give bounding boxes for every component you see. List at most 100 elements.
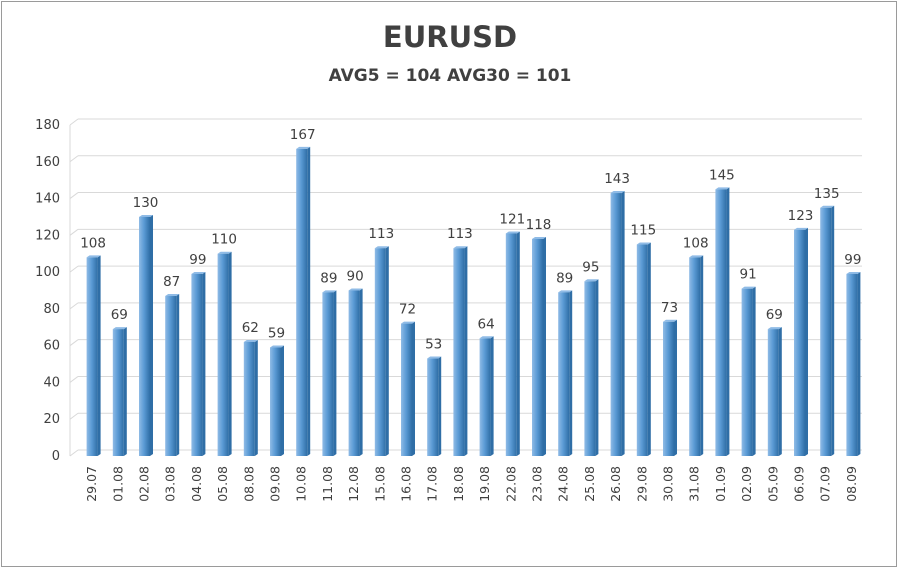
bar-side xyxy=(150,214,153,456)
bar-side xyxy=(543,237,546,456)
bar-top xyxy=(348,288,363,291)
x-tick-label: 19.08 xyxy=(477,466,492,502)
bar-top xyxy=(217,251,232,254)
y-tick-label: 180 xyxy=(35,118,60,133)
bar xyxy=(741,288,753,456)
bar-side xyxy=(385,246,389,456)
data-label: 53 xyxy=(425,337,442,353)
gridlines xyxy=(69,118,862,457)
data-label: 89 xyxy=(556,270,573,286)
data-label: 90 xyxy=(347,269,364,285)
bar-side xyxy=(516,231,520,456)
gridline-depth xyxy=(69,376,79,383)
data-label: 59 xyxy=(268,326,285,342)
bar xyxy=(165,296,177,456)
bar-side xyxy=(857,271,861,456)
x-tick-label: 05.09 xyxy=(765,466,780,502)
y-tick-label: 100 xyxy=(35,265,60,280)
data-label: 72 xyxy=(399,302,416,318)
x-tick-label: 07.09 xyxy=(818,466,833,502)
gridline-depth xyxy=(69,118,79,126)
chart-title: EURUSD xyxy=(382,20,518,54)
bar-side xyxy=(831,205,835,456)
bar-side xyxy=(805,227,808,456)
bar-top xyxy=(374,246,389,249)
bar-side xyxy=(778,327,782,456)
bar xyxy=(348,290,360,456)
bar-side xyxy=(674,319,677,456)
bar-side xyxy=(123,327,127,456)
bar-top xyxy=(139,214,153,217)
bar-side xyxy=(438,356,442,456)
bar-side xyxy=(359,288,363,456)
bar xyxy=(846,273,858,456)
x-axis-ticks: 29.07 01.08 02.08 03.08 04.08 05.08 08.08 09.08… xyxy=(84,466,859,502)
data-label: 91 xyxy=(740,267,757,283)
bar xyxy=(610,193,622,457)
x-tick-label: 01.08 xyxy=(110,466,125,502)
data-label: 108 xyxy=(80,235,106,251)
x-tick-label: 03.08 xyxy=(163,466,178,502)
bar-top xyxy=(741,286,756,289)
data-label: 118 xyxy=(526,217,552,233)
bar-top xyxy=(401,321,415,324)
bar xyxy=(636,244,648,456)
data-label: 130 xyxy=(133,195,159,211)
gridline-depth xyxy=(69,228,79,236)
data-label: 143 xyxy=(604,171,630,187)
bar xyxy=(86,257,98,456)
x-tick-label: 06.09 xyxy=(792,466,807,502)
x-tick-label: 08.09 xyxy=(844,466,859,502)
bar-top xyxy=(427,356,442,359)
x-tick-label: 30.08 xyxy=(661,466,676,502)
bar xyxy=(243,341,255,456)
bar xyxy=(584,281,596,456)
x-tick-label: 08.08 xyxy=(241,466,256,502)
bar-top xyxy=(820,205,835,208)
bar-side xyxy=(569,290,573,456)
bar-side xyxy=(228,251,232,456)
data-label: 69 xyxy=(111,307,128,323)
bar-top xyxy=(767,327,782,330)
data-label: 167 xyxy=(290,127,316,143)
gridline-depth xyxy=(69,192,79,199)
data-labels: 108 69 130 87 99 110 62 59 167 89 90 113 72 53 113 64 12… xyxy=(80,127,861,353)
x-tick-label: 04.08 xyxy=(189,466,204,502)
x-tick-label: 11.08 xyxy=(320,466,335,502)
bar-top xyxy=(532,237,546,240)
bar-top xyxy=(191,271,206,274)
data-label: 110 xyxy=(211,232,237,248)
bar-side xyxy=(412,321,415,456)
x-tick-label: 31.08 xyxy=(687,466,702,502)
bar-side xyxy=(254,339,258,456)
bar-side xyxy=(490,336,494,456)
x-tick-label: 18.08 xyxy=(451,466,466,502)
bar-top xyxy=(846,271,861,274)
y-tick-label: 0 xyxy=(52,449,60,464)
data-label: 64 xyxy=(478,316,495,332)
bar xyxy=(715,189,727,456)
bar-top xyxy=(584,279,599,282)
bar-side xyxy=(202,271,206,456)
bar xyxy=(374,248,386,456)
bar-top xyxy=(270,345,284,348)
y-axis-ticks: 0 20 40 60 80 100 120 140 160 180 xyxy=(35,118,60,464)
x-tick-label: 29.07 xyxy=(84,466,99,502)
bar-top xyxy=(112,327,127,330)
data-label: 99 xyxy=(189,252,206,268)
bar xyxy=(270,347,281,456)
data-label: 73 xyxy=(661,300,678,316)
bar xyxy=(479,338,491,456)
bar-top xyxy=(610,191,625,194)
gridline-depth xyxy=(69,302,79,310)
x-tick-label: 01.09 xyxy=(713,466,728,502)
bar-side xyxy=(307,146,311,456)
bar xyxy=(112,329,124,456)
y-tick-label: 20 xyxy=(43,412,60,427)
chart-subtitle: AVG5 = 104 AVG30 = 101 xyxy=(328,66,572,86)
x-tick-label: 12.08 xyxy=(346,466,361,502)
bar xyxy=(505,233,517,456)
data-label: 115 xyxy=(630,223,656,239)
bar xyxy=(663,321,674,456)
x-tick-label: 22.08 xyxy=(503,466,518,502)
